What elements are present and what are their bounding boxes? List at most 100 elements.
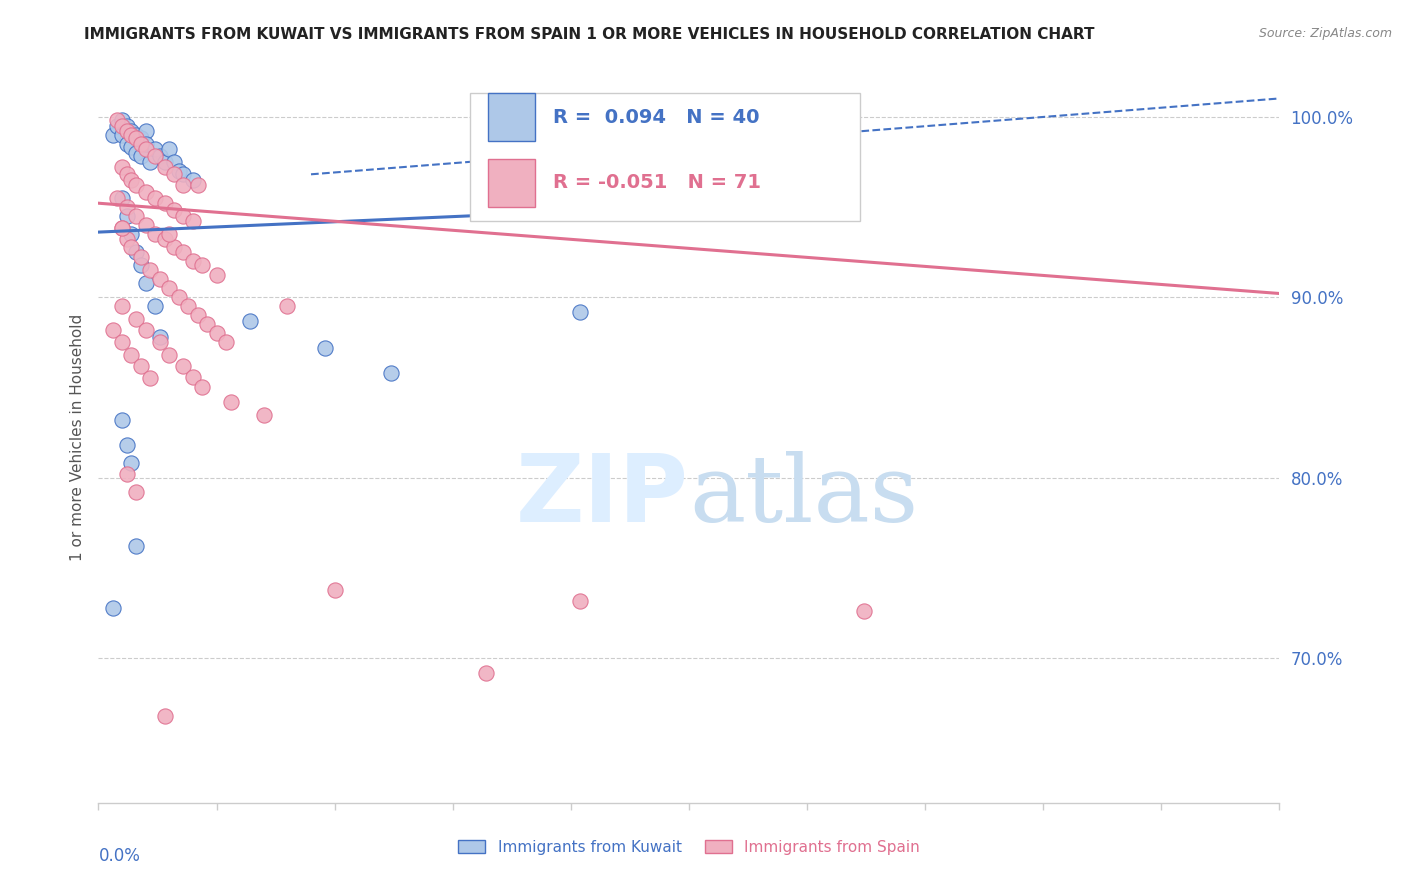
Point <box>153 160 176 174</box>
Point <box>195 317 218 331</box>
Point <box>121 239 143 253</box>
Point <box>143 227 166 241</box>
Point <box>115 167 138 181</box>
Legend: Immigrants from Kuwait, Immigrants from Spain: Immigrants from Kuwait, Immigrants from … <box>451 834 927 861</box>
Point <box>852 604 875 618</box>
Point <box>111 160 134 174</box>
Point <box>167 290 190 304</box>
Point <box>121 456 143 470</box>
Point <box>181 214 204 228</box>
Point <box>111 119 134 133</box>
Point <box>380 366 402 380</box>
Point <box>121 124 143 138</box>
Point <box>205 326 228 341</box>
Point <box>239 313 262 327</box>
Point <box>135 186 157 200</box>
Point <box>149 330 172 344</box>
Point <box>139 371 162 385</box>
Point <box>153 709 176 723</box>
Point <box>323 582 346 597</box>
Point <box>314 341 336 355</box>
Point <box>101 323 124 337</box>
Point <box>163 167 186 181</box>
Text: R =  0.094   N = 40: R = 0.094 N = 40 <box>553 108 759 127</box>
Point <box>253 408 276 422</box>
Point <box>569 304 592 318</box>
Point <box>172 244 194 259</box>
Point <box>129 131 152 145</box>
Text: ZIP: ZIP <box>516 450 689 541</box>
Point <box>115 209 138 223</box>
FancyBboxPatch shape <box>471 94 860 221</box>
Point <box>143 191 166 205</box>
Point <box>121 227 143 241</box>
Point <box>191 258 214 272</box>
Point <box>105 191 128 205</box>
Point <box>475 665 498 680</box>
Point <box>121 140 143 154</box>
Point <box>115 136 138 151</box>
Y-axis label: 1 or more Vehicles in Household: 1 or more Vehicles in Household <box>69 313 84 561</box>
Point <box>105 113 128 128</box>
Point <box>129 359 152 373</box>
Point <box>181 254 204 268</box>
Text: IMMIGRANTS FROM KUWAIT VS IMMIGRANTS FROM SPAIN 1 OR MORE VEHICLES IN HOUSEHOLD : IMMIGRANTS FROM KUWAIT VS IMMIGRANTS FRO… <box>84 27 1095 42</box>
Bar <box>488 94 536 141</box>
Point <box>157 281 180 295</box>
Point <box>135 323 157 337</box>
Point <box>181 172 204 186</box>
Point <box>111 113 134 128</box>
Point <box>172 167 194 181</box>
Point <box>111 128 134 142</box>
Point <box>149 335 172 350</box>
Point <box>172 178 194 193</box>
Point <box>101 128 124 142</box>
Text: R = -0.051   N = 71: R = -0.051 N = 71 <box>553 173 761 193</box>
Point <box>125 311 148 326</box>
Point <box>125 539 148 553</box>
Point <box>149 149 172 163</box>
Point <box>163 154 186 169</box>
Point <box>219 395 242 409</box>
Point <box>129 258 152 272</box>
Point <box>187 308 209 322</box>
Point <box>121 348 143 362</box>
Text: Source: ZipAtlas.com: Source: ZipAtlas.com <box>1258 27 1392 40</box>
Point <box>129 251 152 265</box>
Bar <box>488 159 536 207</box>
Point <box>121 172 143 186</box>
Point <box>129 149 152 163</box>
Point <box>569 593 592 607</box>
Point <box>187 178 209 193</box>
Point <box>111 191 134 205</box>
Point <box>115 200 138 214</box>
Point <box>135 142 157 156</box>
Point <box>172 209 194 223</box>
Point <box>105 119 128 133</box>
Text: 0.0%: 0.0% <box>98 847 141 864</box>
Point <box>135 276 157 290</box>
Point <box>115 232 138 246</box>
Point <box>125 128 148 142</box>
Point <box>125 244 148 259</box>
Point <box>172 359 194 373</box>
Point <box>111 299 134 313</box>
Point <box>135 124 157 138</box>
Point <box>191 380 214 394</box>
Text: atlas: atlas <box>689 450 918 541</box>
Point <box>143 142 166 156</box>
Point <box>153 196 176 211</box>
Point <box>163 239 186 253</box>
Point <box>115 438 138 452</box>
Point <box>167 163 190 178</box>
Point <box>276 299 298 313</box>
Point <box>135 218 157 232</box>
Point <box>135 136 157 151</box>
Point <box>163 203 186 218</box>
Point <box>157 227 180 241</box>
Point <box>157 142 180 156</box>
Point <box>101 600 124 615</box>
Point <box>153 232 176 246</box>
Point <box>115 124 138 138</box>
Point <box>157 348 180 362</box>
